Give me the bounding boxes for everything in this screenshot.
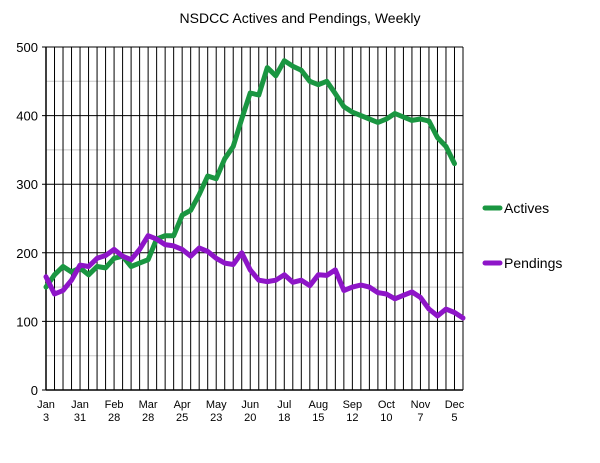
x-tick-label-day: 20: [244, 412, 256, 424]
series-line-actives: [43, 58, 457, 290]
x-tick-label-day: 7: [417, 412, 423, 424]
x-tick-label-day: 5: [451, 412, 457, 424]
y-tick-label: 400: [16, 109, 38, 124]
x-tick-label-day: 23: [210, 412, 222, 424]
x-tick-label-month: Sep: [343, 399, 363, 411]
x-tick-label-day: 31: [74, 412, 86, 424]
chart-title: NSDCC Actives and Pendings, Weekly: [180, 10, 421, 26]
x-tick-label-month: Mar: [139, 399, 158, 411]
x-tick-label-day: 28: [142, 412, 154, 424]
grid: [42, 46, 464, 391]
x-tick-label-month: Apr: [174, 399, 191, 411]
y-tick-label: 200: [16, 246, 38, 261]
x-tick-label-day: 18: [278, 412, 290, 424]
x-tick-label-day: 3: [43, 412, 49, 424]
x-tick-label-day: 25: [176, 412, 188, 424]
x-tick-label-month: May: [206, 399, 227, 411]
x-tick-label-month: Dec: [445, 399, 465, 411]
x-tick-label-month: Jan: [37, 399, 55, 411]
y-tick-label: 0: [31, 383, 38, 398]
series-line-pendings: [43, 233, 466, 321]
x-tick-label-month: Aug: [309, 399, 329, 411]
x-tick-label-month: Oct: [378, 399, 395, 411]
x-tick-label-day: 10: [380, 412, 392, 424]
y-tick-label: 300: [16, 177, 38, 192]
legend-label: Pendings: [504, 255, 562, 271]
x-tick-label-month: Jan: [71, 399, 89, 411]
x-tick-label-month: Jul: [277, 399, 291, 411]
x-tick-label-month: Jun: [241, 399, 259, 411]
y-tick-label: 100: [16, 314, 38, 329]
x-tick-label-month: Feb: [105, 399, 124, 411]
x-tick-label-day: 12: [346, 412, 358, 424]
x-tick-label-day: 15: [312, 412, 324, 424]
series-layer: [43, 58, 466, 321]
legend-label: Actives: [504, 200, 549, 216]
y-tick-label: 500: [16, 40, 38, 55]
axes: 0100200300400500Jan3Jan31Feb28Mar28Apr25…: [16, 40, 464, 424]
legend: Actives Pendings: [482, 200, 562, 271]
x-tick-label-day: 28: [108, 412, 120, 424]
x-tick-label-month: Nov: [411, 399, 431, 411]
